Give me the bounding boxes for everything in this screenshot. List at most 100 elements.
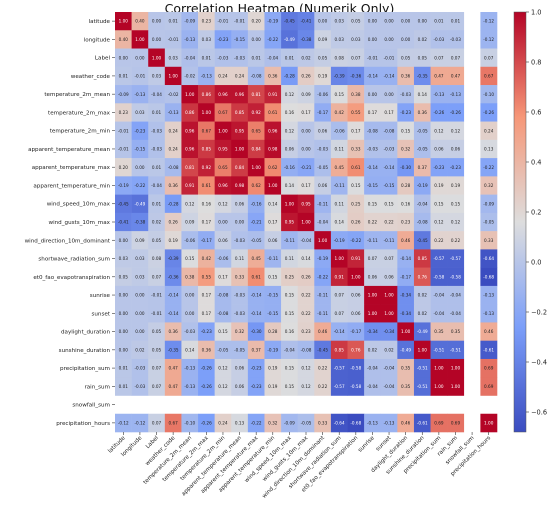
cell-value-label: -0.34 — [384, 329, 395, 334]
cell-value-label: -0.02 — [184, 74, 195, 79]
heatmap-cell — [247, 212, 265, 232]
cell-value-label: 0.12 — [434, 220, 444, 225]
heatmap-cell — [347, 285, 365, 305]
cell-value-label: 0.23 — [401, 220, 411, 225]
cell-value-label: 0.14 — [335, 220, 345, 225]
cell-value-label: -0.04 — [267, 55, 278, 60]
heatmap-cell — [198, 30, 215, 49]
heatmap-cell — [164, 121, 182, 141]
heatmap-cell — [247, 85, 265, 104]
heatmap-cell — [181, 377, 199, 396]
cell-value-label: 1.00 — [451, 366, 461, 371]
heatmap-cell — [480, 304, 498, 323]
cell-value-label: -0.13 — [201, 74, 212, 79]
cell-value-label: 0.15 — [185, 256, 195, 261]
heatmap-cell — [314, 139, 332, 159]
heatmap-cell — [447, 231, 465, 250]
heatmap-cell — [115, 358, 132, 378]
cell-value-label: -0.04 — [184, 55, 195, 60]
cell-value-label: 0.24 — [235, 74, 245, 79]
cell-value-label: 0.00 — [401, 19, 411, 24]
heatmap-cell — [330, 377, 348, 396]
heatmap-cell — [231, 103, 249, 122]
cell-value-label: -0.01 — [118, 147, 129, 152]
cell-value-label: 0.86 — [185, 110, 195, 115]
heatmap-cell — [397, 48, 415, 68]
cell-value-label: -0.04 — [317, 220, 328, 225]
heatmap-cell — [397, 304, 415, 323]
cell-value-label: 0.03 — [119, 256, 129, 261]
cell-value-label: 0.15 — [384, 201, 394, 206]
cell-value-label: -0.13 — [184, 37, 195, 42]
cell-value-label: 0.00 — [119, 311, 129, 316]
cell-value-label: -0.68 — [350, 420, 361, 425]
cell-value-label: 0.32 — [401, 147, 411, 152]
heatmap-cell — [364, 413, 382, 433]
cell-value-label: -0.28 — [168, 201, 179, 206]
cell-value-label: 0.45 — [252, 256, 262, 261]
heatmap-cell — [281, 340, 298, 360]
cell-value-label: -0.19 — [417, 183, 428, 188]
heatmap-cell — [430, 194, 448, 214]
y-axis-tick-labels: latitude longitude Label weather_codetemper… — [25, 19, 115, 427]
heatmap-cell — [198, 48, 215, 68]
cell-value-label: 0.05 — [418, 55, 428, 60]
heatmap-cell — [164, 285, 182, 305]
cell-value-label: -0.68 — [483, 274, 494, 279]
cell-value-label: 0.11 — [235, 256, 245, 261]
heatmap-cell — [430, 103, 448, 122]
cell-value-label: 0.95 — [235, 128, 245, 133]
cell-value-label: 0.07 — [351, 55, 361, 60]
heatmap-cell — [181, 340, 199, 360]
cell-value-label: 0.36 — [418, 110, 428, 115]
cell-value-label: 0.62 — [252, 183, 262, 188]
heatmap-cell — [247, 176, 265, 195]
cell-value-label: -0.05 — [251, 238, 262, 243]
cell-value-label: 0.01 — [202, 55, 212, 60]
heatmap-cell — [297, 103, 315, 122]
cell-value-label: 0.03 — [335, 37, 345, 42]
heatmap-cell — [397, 340, 415, 360]
heatmap-cell — [281, 158, 298, 177]
heatmap-cell — [281, 194, 298, 214]
cell-value-label: -0.57 — [433, 256, 444, 261]
cell-value-label: -0.30 — [400, 165, 411, 170]
cell-value-label: 0.67 — [168, 420, 178, 425]
heatmap-cell — [297, 358, 315, 378]
heatmap-cell — [181, 194, 199, 214]
cell-value-label: -0.35 — [168, 347, 179, 352]
cell-value-label: -0.08 — [251, 74, 262, 79]
cell-value-label: 0.07 — [152, 366, 162, 371]
heatmap-cell — [347, 194, 365, 214]
heatmap-cell — [148, 340, 166, 360]
cell-value-label: -0.26 — [201, 366, 212, 371]
cell-value-label: -0.36 — [168, 274, 179, 279]
heatmap-cell — [281, 66, 298, 86]
cell-value-label: 0.96 — [185, 147, 195, 152]
heatmap-cell — [164, 358, 182, 378]
cell-value-label: 0.62 — [268, 165, 278, 170]
heatmap-cell — [480, 231, 498, 250]
cell-value-label: 0.22 — [434, 238, 444, 243]
cell-value-label: 0.00 — [401, 37, 411, 42]
heatmap-cell — [148, 304, 166, 323]
heatmap-cell — [181, 121, 199, 141]
heatmap-cell — [131, 340, 149, 360]
cell-value-label: 0.02 — [301, 55, 311, 60]
heatmap-cell — [214, 358, 232, 378]
heatmap-cell — [231, 340, 249, 360]
cell-value-label: -0.03 — [234, 55, 245, 60]
cell-value-label: 1.00 — [168, 74, 178, 79]
heatmap-cell — [264, 194, 282, 214]
heatmap-cell — [314, 12, 332, 31]
heatmap-cell — [164, 30, 182, 49]
heatmap-cell — [231, 158, 249, 177]
cell-value-label: -0.03 — [367, 147, 378, 152]
heatmap-cell — [198, 139, 215, 159]
heatmap-cell — [347, 212, 365, 232]
cell-value-label: -0.14 — [367, 165, 378, 170]
heatmap-cell — [181, 176, 199, 195]
cell-value-label: 0.36 — [168, 183, 178, 188]
heatmap-cell — [131, 304, 149, 323]
heatmap-cell — [347, 103, 365, 122]
